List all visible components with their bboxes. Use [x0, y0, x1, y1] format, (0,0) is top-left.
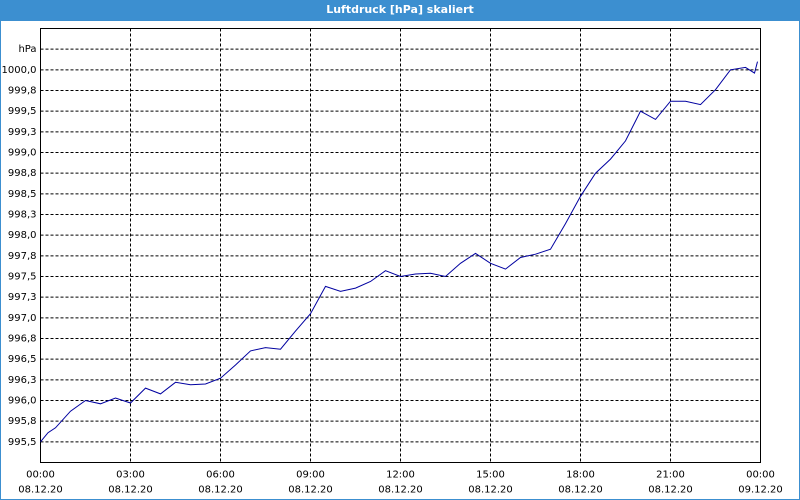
x-tick-date: 08.12.20: [468, 485, 513, 496]
y-tick-label: 999,8: [8, 86, 37, 97]
y-tick-label: 997,8: [8, 251, 37, 262]
x-tick-label: 21:00: [656, 470, 685, 481]
x-tick-label: 12:00: [386, 470, 415, 481]
x-tick-date: 08.12.20: [18, 485, 63, 496]
x-tick-date: 08.12.20: [378, 485, 423, 496]
y-tick-label: 998,0: [8, 230, 37, 241]
x-tick-label: 09:00: [296, 470, 325, 481]
x-tick-date: 08.12.20: [648, 485, 693, 496]
y-tick-label: 997,3: [8, 292, 37, 303]
y-tick-label: 998,3: [8, 210, 37, 221]
y-tick-label: hPa: [18, 44, 36, 55]
y-tick-label: 996,5: [8, 354, 37, 365]
x-tick-date: 08.12.20: [108, 485, 153, 496]
y-tick-label: 995,5: [8, 437, 37, 448]
y-tick-label: 996,3: [8, 375, 37, 386]
x-tick-date: 08.12.20: [198, 485, 243, 496]
x-tick-label: 00:00: [26, 470, 55, 481]
y-tick-label: 999,3: [8, 127, 37, 138]
y-tick-label: 1000,0: [2, 65, 37, 76]
y-tick-label: 997,0: [8, 313, 37, 324]
title-bar: [0, 0, 800, 20]
y-tick-label: 997,5: [8, 272, 37, 283]
y-tick-label: 996,0: [8, 396, 37, 407]
x-tick-label: 06:00: [206, 470, 235, 481]
x-tick-label: 18:00: [566, 470, 595, 481]
x-tick-date: 09.12.20: [738, 485, 783, 496]
x-tick-date: 08.12.20: [558, 485, 603, 496]
y-tick-label: 999,0: [8, 148, 37, 159]
y-tick-label: 999,5: [8, 106, 37, 117]
y-tick-label: 998,8: [8, 168, 37, 179]
x-tick-label: 15:00: [476, 470, 505, 481]
chart-title: Luftdruck [hPa] skaliert: [326, 3, 474, 16]
y-tick-label: 996,8: [8, 334, 37, 345]
y-tick-label: 995,8: [8, 416, 37, 427]
x-tick-label: 00:00: [746, 470, 775, 481]
x-tick-label: 03:00: [116, 470, 145, 481]
x-tick-date: 08.12.20: [288, 485, 333, 496]
series-line: [40, 61, 758, 443]
y-tick-label: 998,5: [8, 189, 37, 200]
